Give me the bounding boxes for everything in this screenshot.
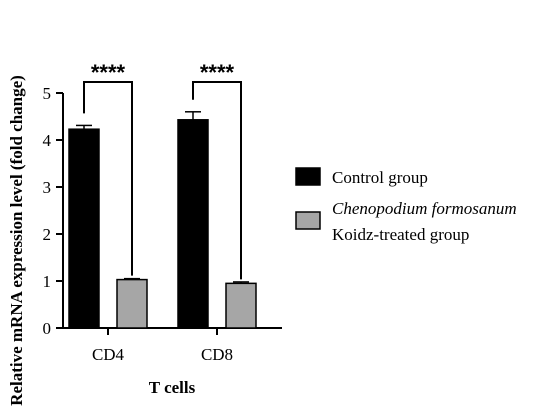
significance-stars: **** [91,60,126,85]
significance-stars: **** [200,60,235,85]
significance-bracket [83,81,133,276]
y-tick-label: 4 [43,131,52,150]
chart-legend: Control group Chenopodium formosanum Koidz… [295,167,517,244]
y-tick-label: 2 [43,225,52,244]
x-tick-label: CD4 [92,345,125,364]
y-tick-label: 3 [43,178,52,197]
legend-label-control: Control group [332,168,428,187]
x-axis-title: T cells [149,378,196,397]
y-tick-label: 0 [43,319,52,338]
bar [68,128,100,329]
significance-annotations: **** **** [83,60,242,280]
x-tick-label: CD8 [201,345,233,364]
y-axis-title: Relative mRNA expression level (fold cha… [7,75,26,406]
bar [116,278,148,329]
significance-bracket [192,81,242,280]
bar [225,282,257,329]
chart-labels: CD4 CD8 T cells Relative mRNA expression le… [7,75,233,406]
bar [177,119,209,329]
y-tick-label: 1 [43,272,52,291]
y-tick-label: 5 [43,84,52,103]
legend-swatch-control [295,167,321,186]
chart-bars [68,111,257,329]
legend-swatch-treated [295,211,321,230]
legend-label-treated-line2: Koidz-treated group [332,225,469,244]
legend-label-treated-line1: Chenopodium formosanum [332,199,517,218]
